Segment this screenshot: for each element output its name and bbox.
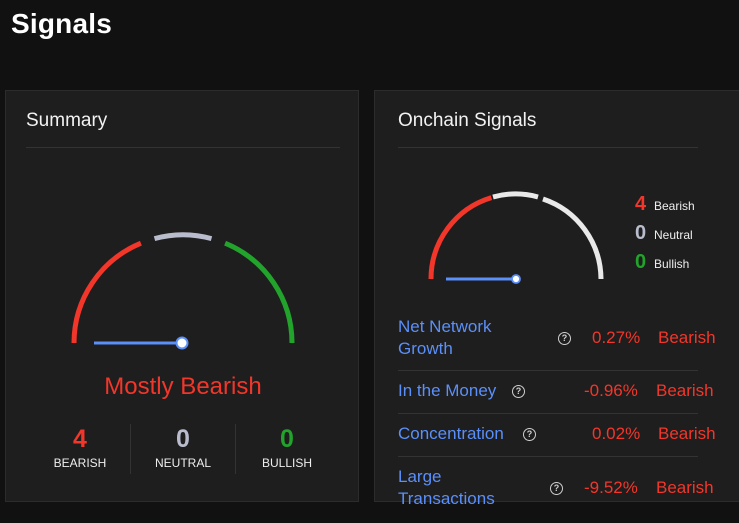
gauge-bearish-arc: [71, 240, 142, 344]
legend-bullish-count: 0: [635, 251, 647, 273]
gauge-needle-knob: [175, 336, 189, 350]
gauge-bearish-arc: [428, 195, 493, 280]
divider: [130, 424, 131, 474]
onchain-legend: 4 Bearish 0 Neutral 0 Bullish: [635, 193, 695, 280]
signal-sentiment: Bearish: [656, 478, 714, 497]
signal-value: -0.96%: [584, 381, 638, 400]
signal-name-link[interactable]: Concentration: [398, 424, 504, 443]
signal-name-link[interactable]: Net Network Growth: [398, 317, 492, 358]
bearish-count: 4 BEARISH: [32, 424, 128, 470]
legend-bearish-count: 4: [635, 193, 647, 215]
divider: [398, 456, 698, 457]
bearish-count-value: 4: [73, 425, 87, 453]
signal-row-large-transactions[interactable]: Large Transactions ? -9.52% Bearish: [398, 465, 734, 511]
legend-neutral-label: Neutral: [654, 228, 693, 242]
help-icon[interactable]: ?: [558, 332, 571, 345]
signal-name-link[interactable]: Large Transactions: [398, 467, 495, 508]
gauge-bullish-arc: [224, 240, 295, 344]
divider: [398, 370, 698, 371]
signal-value: 0.02%: [592, 424, 641, 443]
legend-bearish: 4 Bearish: [635, 193, 695, 222]
signal-value: -9.52%: [584, 478, 638, 497]
gauge-bullish-arc: [542, 196, 604, 280]
gauge-neutral-arc: [153, 232, 213, 242]
neutral-count-label: NEUTRAL: [154, 456, 211, 470]
divider: [26, 147, 340, 148]
signal-row-in-the-money[interactable]: In the Money ? -0.96% Bearish: [398, 379, 734, 405]
signal-row-concentration[interactable]: Concentration ? 0.02% Bearish: [398, 422, 734, 448]
legend-bullish: 0 Bullish: [635, 251, 695, 280]
legend-bullish-label: Bullish: [654, 257, 690, 271]
bullish-count: 0 BULLISH: [239, 424, 335, 470]
bullish-count-label: BULLISH: [261, 456, 313, 470]
divider: [398, 147, 698, 148]
signal-sentiment: Bearish: [658, 328, 716, 347]
bearish-count-label: BEARISH: [53, 456, 107, 470]
neutral-count-value: 0: [176, 425, 190, 453]
bullish-count-value: 0: [280, 425, 294, 453]
onchain-signals-card: Onchain Signals 4 Bearish 0 Neutral 0 Bu…: [374, 90, 739, 508]
help-icon[interactable]: ?: [550, 482, 563, 495]
help-icon[interactable]: ?: [512, 385, 525, 398]
legend-neutral-count: 0: [635, 222, 647, 244]
page-title: Signals: [11, 8, 112, 39]
onchain-card-title: Onchain Signals: [398, 110, 537, 131]
summary-card: Summary Mostly Bearish 4 BEARISH 0 NEUTR…: [5, 90, 359, 502]
gauge-neutral-arc: [492, 191, 539, 200]
signal-sentiment: Bearish: [656, 381, 714, 400]
onchain-gauge: [428, 191, 604, 284]
signal-sentiment: Bearish: [658, 424, 716, 443]
signal-row-net-network-growth[interactable]: Net Network Growth ? 0.27% Bearish: [398, 315, 734, 361]
summary-gauge: [71, 232, 295, 350]
summary-card-title: Summary: [26, 110, 108, 131]
divider: [398, 413, 698, 414]
summary-verdict: Mostly Bearish: [104, 373, 262, 400]
legend-neutral: 0 Neutral: [635, 222, 695, 251]
help-icon[interactable]: ?: [523, 428, 536, 441]
summary-counts: 4 BEARISH 0 NEUTRAL 0 BULLISH: [38, 424, 330, 476]
signal-name-link[interactable]: In the Money: [398, 381, 497, 400]
neutral-count: 0 NEUTRAL: [135, 424, 231, 470]
signal-value: 0.27%: [592, 328, 641, 347]
gauge-needle-knob: [511, 274, 521, 284]
legend-bearish-label: Bearish: [654, 199, 695, 213]
divider: [235, 424, 236, 474]
